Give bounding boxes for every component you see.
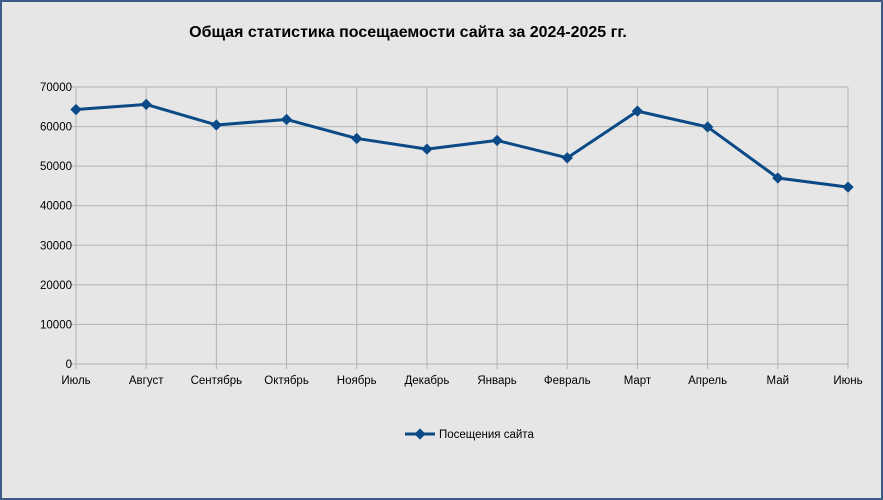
- series-line: [75, 102, 849, 189]
- legend-marker: [414, 428, 426, 440]
- axes: [71, 86, 848, 365]
- x-tick-label: Февраль: [544, 375, 591, 387]
- x-tick-label: Ноябрь: [337, 375, 377, 387]
- x-tick-label: Апрель: [688, 375, 727, 387]
- legend: Посещения сайта: [405, 428, 534, 441]
- y-tick-label: 40000: [40, 201, 72, 213]
- y-tick-labels: 0 10000 20000 30000 40000 50000 60000 70000: [40, 82, 72, 371]
- data-point: [842, 181, 854, 193]
- chart-title: Общая статистика посещаемости сайта за 2…: [189, 24, 627, 41]
- y-tick-label: 60000: [40, 122, 72, 134]
- plot-area: [76, 87, 848, 364]
- x-tick-label: Июнь: [833, 375, 862, 387]
- legend-label: Посещения сайта: [439, 429, 534, 441]
- y-tick-label: 30000: [40, 240, 72, 252]
- y-tick-label: 50000: [40, 161, 72, 173]
- x-tick-label: Май: [767, 375, 790, 387]
- x-tick-label: Март: [624, 375, 652, 387]
- x-tick-label: Сентябрь: [191, 375, 243, 387]
- data-point: [561, 152, 573, 164]
- y-tick-label: 0: [66, 359, 72, 371]
- x-tick-label: Август: [129, 375, 164, 387]
- data-point: [351, 132, 363, 145]
- data-point: [772, 172, 784, 184]
- y-tick-label: 70000: [40, 82, 72, 94]
- data-point: [491, 134, 503, 147]
- x-tick-label: Октябрь: [264, 375, 309, 387]
- x-tick-label: Июль: [61, 375, 90, 387]
- x-tick-label: Январь: [477, 375, 516, 387]
- y-tick-label: 20000: [40, 280, 72, 292]
- series-group: [70, 98, 854, 193]
- data-point: [421, 143, 433, 155]
- y-tick-label: 10000: [40, 319, 72, 331]
- x-tick-label: Декабрь: [404, 375, 449, 387]
- x-tick-labels: Июль Август Сентябрь Октябрь Ноябрь Декабрь Ян…: [61, 375, 862, 387]
- grid: [75, 86, 849, 369]
